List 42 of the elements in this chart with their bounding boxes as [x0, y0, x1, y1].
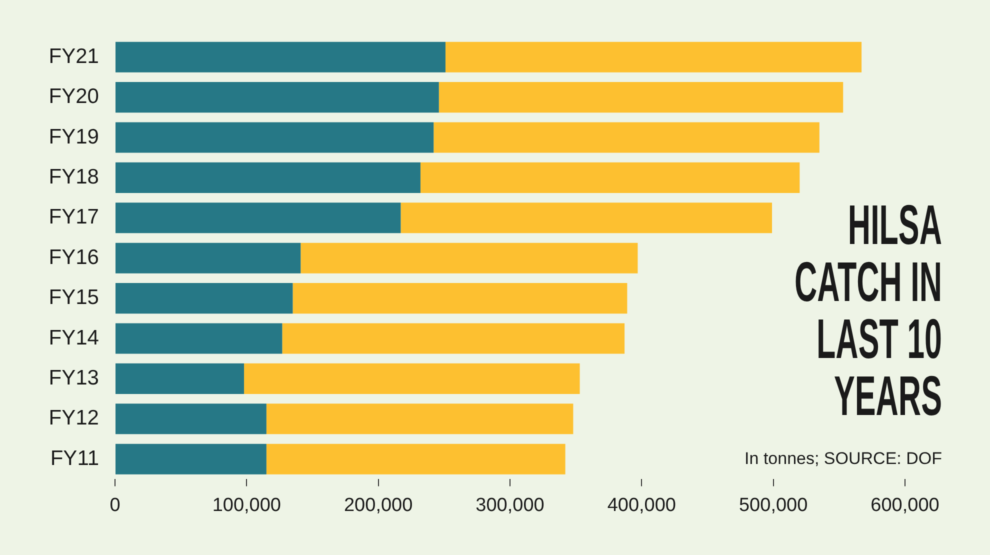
y-tick-label: FY11 [50, 446, 99, 470]
bar [116, 404, 266, 434]
bar [116, 42, 446, 72]
y-tick-label: FY16 [48, 246, 99, 269]
x-tick-label: 200,000 [344, 494, 413, 516]
x-tick-label: 100,000 [212, 494, 282, 516]
bar [420, 162, 800, 193]
y-tick-label: FY15 [48, 286, 99, 310]
bar [116, 444, 266, 474]
text: HILSA CATCH IN LAST 10 YEARS [794, 193, 942, 427]
bar [116, 323, 282, 354]
bar [116, 242, 301, 274]
x-tick-label: 0 [110, 494, 120, 516]
bar [438, 82, 844, 113]
y-tick-label: FY14 [48, 326, 100, 350]
x-tick-label: 400,000 [607, 494, 676, 516]
x-tick-label: 600,000 [870, 494, 940, 516]
x-tick-label: 500,000 [738, 494, 808, 516]
bar [116, 162, 420, 193]
annotation: In tonnes; SOURCE: DOF [744, 449, 942, 469]
y-tick-label: FY21 [48, 44, 99, 68]
y-tick-label: FY12 [48, 406, 99, 430]
y-tick-label: FY17 [48, 206, 99, 229]
bar [282, 323, 625, 354]
bar [400, 202, 772, 234]
bar [445, 42, 862, 72]
bar [292, 283, 628, 314]
bar [116, 283, 293, 314]
bar [116, 202, 401, 234]
bar [244, 363, 580, 394]
y-tick-label: FY20 [48, 85, 99, 108]
y-tick-label: FY13 [48, 366, 99, 390]
y-tick-label: FY18 [48, 165, 99, 188]
bar [116, 82, 439, 113]
x-tick-label: 300,000 [476, 494, 544, 516]
bar [116, 363, 244, 394]
bar [266, 444, 566, 474]
bar [434, 122, 820, 153]
bar [300, 242, 638, 274]
y-tick-label: FY19 [48, 125, 99, 148]
bar [266, 404, 574, 434]
bar [116, 122, 434, 153]
